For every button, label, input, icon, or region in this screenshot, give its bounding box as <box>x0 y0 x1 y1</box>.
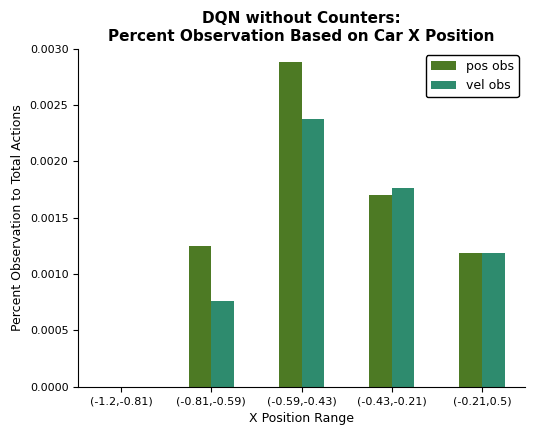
Bar <box>211 301 234 387</box>
Bar <box>369 195 392 387</box>
Bar <box>459 252 482 387</box>
Bar <box>302 119 324 387</box>
Title: DQN without Counters:
Percent Observation Based on Car X Position: DQN without Counters: Percent Observatio… <box>108 11 495 44</box>
Bar <box>392 188 414 387</box>
Bar <box>279 62 302 387</box>
Legend: pos obs, vel obs: pos obs, vel obs <box>426 55 519 97</box>
Bar <box>482 252 504 387</box>
X-axis label: X Position Range: X Position Range <box>249 412 354 425</box>
Y-axis label: Percent Observation to Total Actions: Percent Observation to Total Actions <box>11 104 24 331</box>
Bar <box>189 246 211 387</box>
